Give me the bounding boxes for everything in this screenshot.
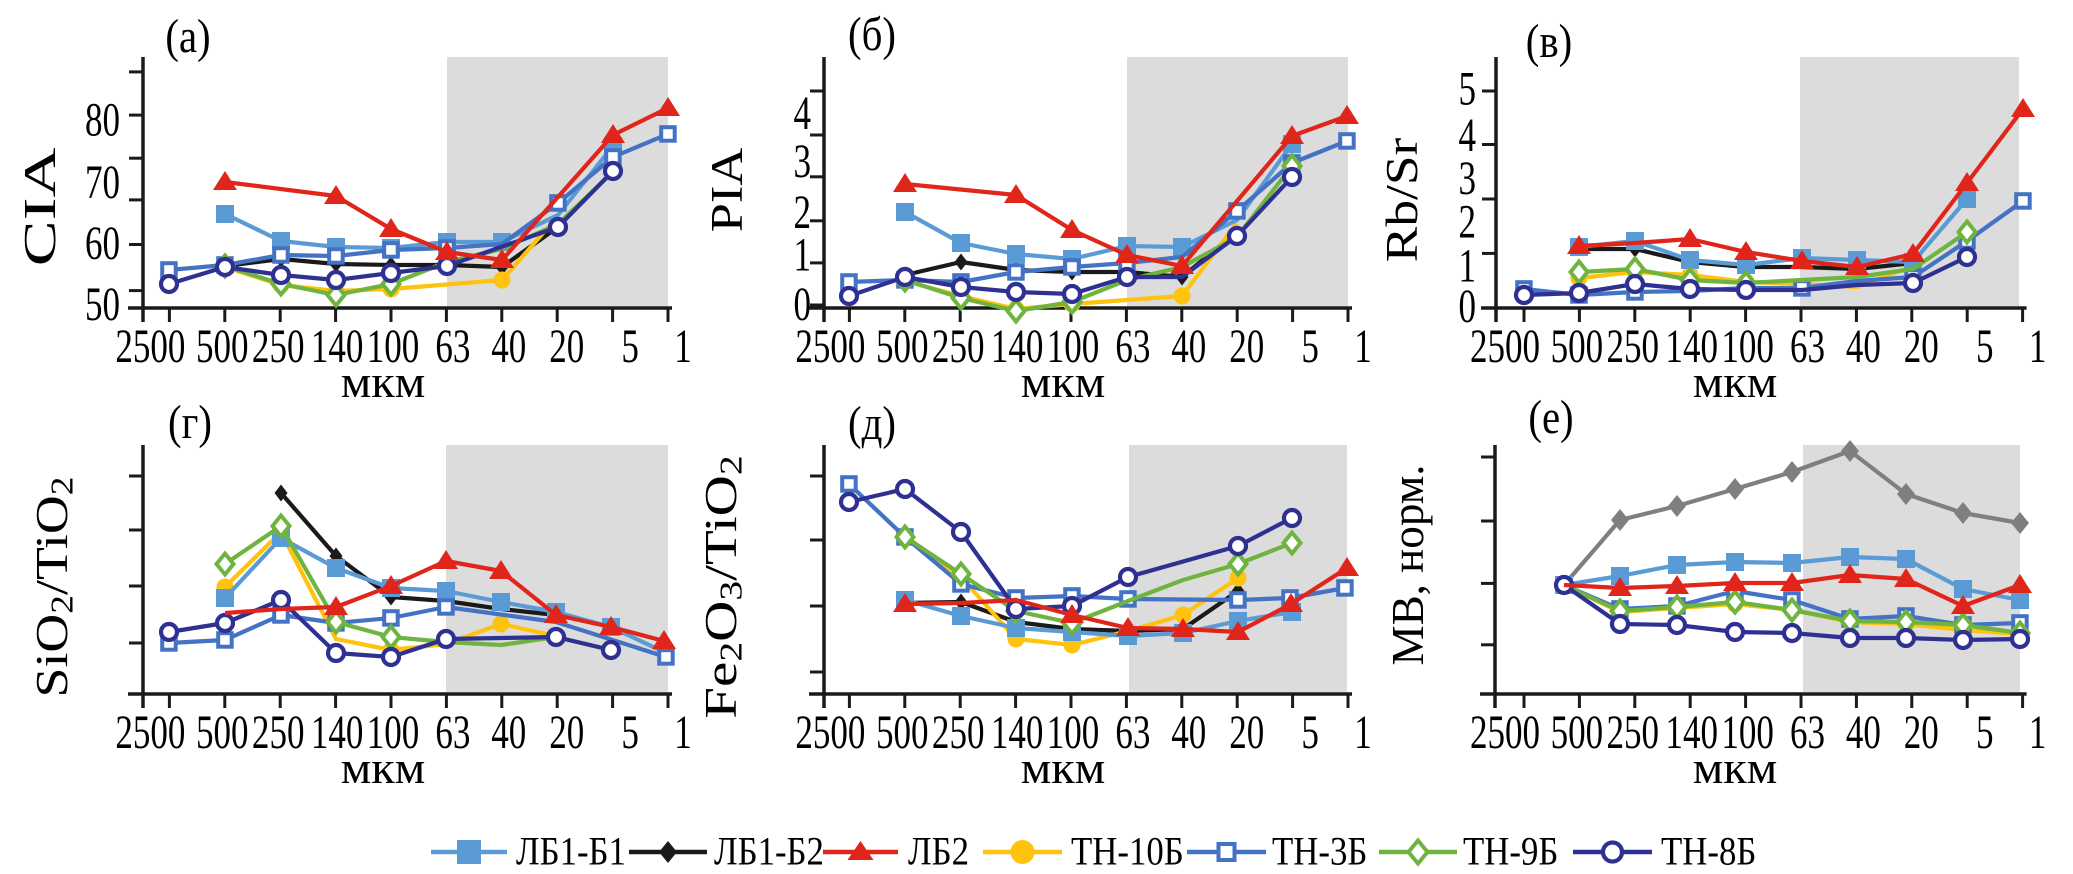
svg-text:SiO2/TiO2: SiO2/TiO2 bbox=[26, 477, 80, 698]
svg-text:(б): (б) bbox=[848, 7, 896, 61]
svg-text:ТН-9Б: ТН-9Б bbox=[1463, 830, 1558, 874]
svg-text:5: 5 bbox=[1301, 321, 1319, 374]
svg-text:мкм: мкм bbox=[1021, 357, 1106, 408]
svg-text:(а): (а) bbox=[165, 9, 210, 63]
svg-text:100: 100 bbox=[1047, 707, 1100, 760]
svg-text:250: 250 bbox=[1607, 321, 1660, 374]
svg-text:140: 140 bbox=[991, 707, 1044, 760]
svg-text:50: 50 bbox=[85, 279, 120, 332]
svg-text:80: 80 bbox=[85, 94, 120, 147]
svg-text:140: 140 bbox=[1665, 321, 1718, 374]
svg-text:ЛБ2: ЛБ2 bbox=[908, 830, 969, 874]
svg-text:3: 3 bbox=[1458, 153, 1476, 206]
svg-text:2500: 2500 bbox=[1470, 321, 1540, 374]
svg-text:500: 500 bbox=[196, 321, 249, 374]
svg-text:ТН-3Б: ТН-3Б bbox=[1272, 830, 1367, 874]
svg-text:2500: 2500 bbox=[115, 321, 185, 374]
svg-text:100: 100 bbox=[1047, 321, 1100, 374]
svg-text:63: 63 bbox=[1115, 321, 1150, 374]
svg-text:40: 40 bbox=[491, 321, 526, 374]
svg-text:2: 2 bbox=[1458, 196, 1476, 249]
svg-text:63: 63 bbox=[1115, 707, 1150, 760]
svg-text:МВ, норм.: МВ, норм. bbox=[1382, 465, 1434, 666]
svg-text:5: 5 bbox=[1976, 321, 1994, 374]
svg-text:20: 20 bbox=[549, 707, 584, 760]
svg-text:5: 5 bbox=[621, 707, 639, 760]
svg-text:мкм: мкм bbox=[1021, 743, 1106, 794]
svg-text:250: 250 bbox=[252, 707, 305, 760]
svg-text:2500: 2500 bbox=[795, 707, 865, 760]
svg-text:70: 70 bbox=[85, 157, 120, 210]
svg-text:4: 4 bbox=[793, 88, 811, 141]
svg-text:40: 40 bbox=[1846, 707, 1881, 760]
svg-text:140: 140 bbox=[1665, 707, 1718, 760]
svg-text:500: 500 bbox=[876, 707, 929, 760]
svg-text:1: 1 bbox=[1354, 707, 1372, 760]
svg-text:20: 20 bbox=[1229, 707, 1264, 760]
svg-text:мкм: мкм bbox=[1693, 357, 1778, 408]
svg-text:2500: 2500 bbox=[1470, 707, 1540, 760]
svg-text:(в): (в) bbox=[1526, 14, 1572, 68]
svg-text:4: 4 bbox=[1458, 110, 1476, 163]
svg-text:250: 250 bbox=[1607, 707, 1660, 760]
svg-text:мкм: мкм bbox=[341, 743, 426, 794]
svg-text:40: 40 bbox=[1846, 321, 1881, 374]
svg-text:5: 5 bbox=[621, 321, 639, 374]
svg-text:1: 1 bbox=[1354, 321, 1372, 374]
svg-text:1: 1 bbox=[674, 321, 692, 374]
svg-text:40: 40 bbox=[1171, 707, 1206, 760]
svg-text:CIA: CIA bbox=[14, 148, 65, 267]
svg-text:63: 63 bbox=[435, 707, 470, 760]
svg-text:40: 40 bbox=[491, 707, 526, 760]
svg-text:500: 500 bbox=[1551, 707, 1604, 760]
svg-text:мкм: мкм bbox=[1693, 743, 1778, 794]
svg-text:5: 5 bbox=[1458, 63, 1476, 116]
svg-text:100: 100 bbox=[1721, 321, 1774, 374]
svg-text:PIA: PIA bbox=[701, 147, 752, 232]
svg-text:100: 100 bbox=[367, 707, 420, 760]
svg-text:(е): (е) bbox=[1528, 390, 1573, 444]
svg-text:5: 5 bbox=[1301, 707, 1319, 760]
svg-text:20: 20 bbox=[549, 321, 584, 374]
svg-text:1: 1 bbox=[2029, 321, 2047, 374]
svg-text:(д): (д) bbox=[848, 396, 896, 450]
svg-text:250: 250 bbox=[932, 321, 985, 374]
svg-text:40: 40 bbox=[1171, 321, 1206, 374]
svg-text:1: 1 bbox=[674, 707, 692, 760]
svg-text:500: 500 bbox=[196, 707, 249, 760]
svg-text:3: 3 bbox=[793, 136, 811, 189]
svg-text:2500: 2500 bbox=[115, 707, 185, 760]
svg-text:140: 140 bbox=[311, 707, 364, 760]
svg-text:63: 63 bbox=[1790, 321, 1825, 374]
svg-text:140: 140 bbox=[311, 321, 364, 374]
svg-text:20: 20 bbox=[1904, 321, 1939, 374]
svg-text:ЛБ1-Б2: ЛБ1-Б2 bbox=[714, 830, 824, 874]
svg-text:2500: 2500 bbox=[795, 321, 865, 374]
svg-text:250: 250 bbox=[252, 321, 305, 374]
svg-text:20: 20 bbox=[1229, 321, 1264, 374]
svg-text:250: 250 bbox=[932, 707, 985, 760]
svg-text:60: 60 bbox=[85, 218, 120, 271]
svg-text:(г): (г) bbox=[168, 395, 212, 449]
svg-text:Rb/Sr: Rb/Sr bbox=[1376, 137, 1427, 262]
svg-text:100: 100 bbox=[367, 321, 420, 374]
svg-text:140: 140 bbox=[991, 321, 1044, 374]
svg-text:500: 500 bbox=[1551, 321, 1604, 374]
svg-text:ТН-10Б: ТН-10Б bbox=[1071, 830, 1184, 874]
svg-text:0: 0 bbox=[1458, 281, 1476, 334]
svg-text:5: 5 bbox=[1976, 707, 1994, 760]
svg-text:ЛБ1-Б1: ЛБ1-Б1 bbox=[516, 830, 626, 874]
svg-text:ТН-8Б: ТН-8Б bbox=[1661, 830, 1756, 874]
svg-text:0: 0 bbox=[793, 279, 811, 332]
svg-text:1: 1 bbox=[2029, 707, 2047, 760]
svg-text:500: 500 bbox=[876, 321, 929, 374]
svg-text:63: 63 bbox=[435, 321, 470, 374]
svg-text:100: 100 bbox=[1721, 707, 1774, 760]
svg-text:мкм: мкм bbox=[341, 357, 426, 408]
svg-text:1: 1 bbox=[793, 229, 811, 282]
svg-text:20: 20 bbox=[1904, 707, 1939, 760]
svg-text:2: 2 bbox=[793, 187, 811, 240]
svg-text:63: 63 bbox=[1790, 707, 1825, 760]
svg-text:1: 1 bbox=[1458, 240, 1476, 293]
